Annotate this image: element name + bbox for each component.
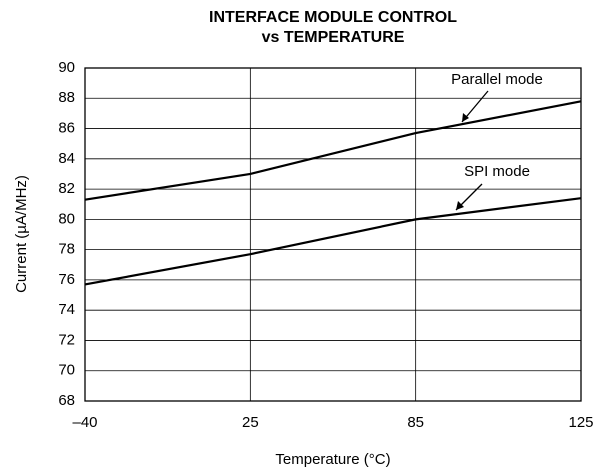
y-tick-label: 76 bbox=[58, 271, 75, 288]
series-label: SPI mode bbox=[464, 163, 530, 180]
x-tick-label: 85 bbox=[407, 414, 424, 431]
series-line bbox=[84, 100, 582, 201]
y-tick-label: 78 bbox=[58, 241, 75, 258]
y-tick-label: 86 bbox=[58, 120, 75, 137]
y-tick-label: 70 bbox=[58, 362, 75, 379]
y-tick-label: 72 bbox=[58, 331, 75, 348]
arrow-head bbox=[456, 201, 464, 210]
x-tick-label: 125 bbox=[568, 414, 593, 431]
series-label: Parallel mode bbox=[451, 71, 543, 88]
y-tick-label: 80 bbox=[58, 210, 75, 227]
y-tick-label: 88 bbox=[58, 89, 75, 106]
x-tick-label: –40 bbox=[72, 414, 97, 431]
series-line bbox=[84, 197, 582, 286]
chart-title: vs TEMPERATURE bbox=[262, 29, 405, 46]
y-tick-label: 82 bbox=[58, 180, 75, 197]
y-tick-label: 90 bbox=[58, 59, 75, 76]
y-tick-label: 68 bbox=[58, 392, 75, 409]
y-tick-label: 74 bbox=[58, 301, 75, 318]
x-axis-label: Temperature (°C) bbox=[275, 451, 390, 468]
chart-title: INTERFACE MODULE CONTROL bbox=[209, 9, 457, 26]
x-tick-label: 25 bbox=[242, 414, 259, 431]
arrow-head bbox=[462, 113, 469, 122]
plot-frame bbox=[84, 67, 582, 402]
y-axis-label: Current (µA/MHz) bbox=[13, 175, 30, 293]
y-tick-label: 84 bbox=[58, 150, 75, 167]
